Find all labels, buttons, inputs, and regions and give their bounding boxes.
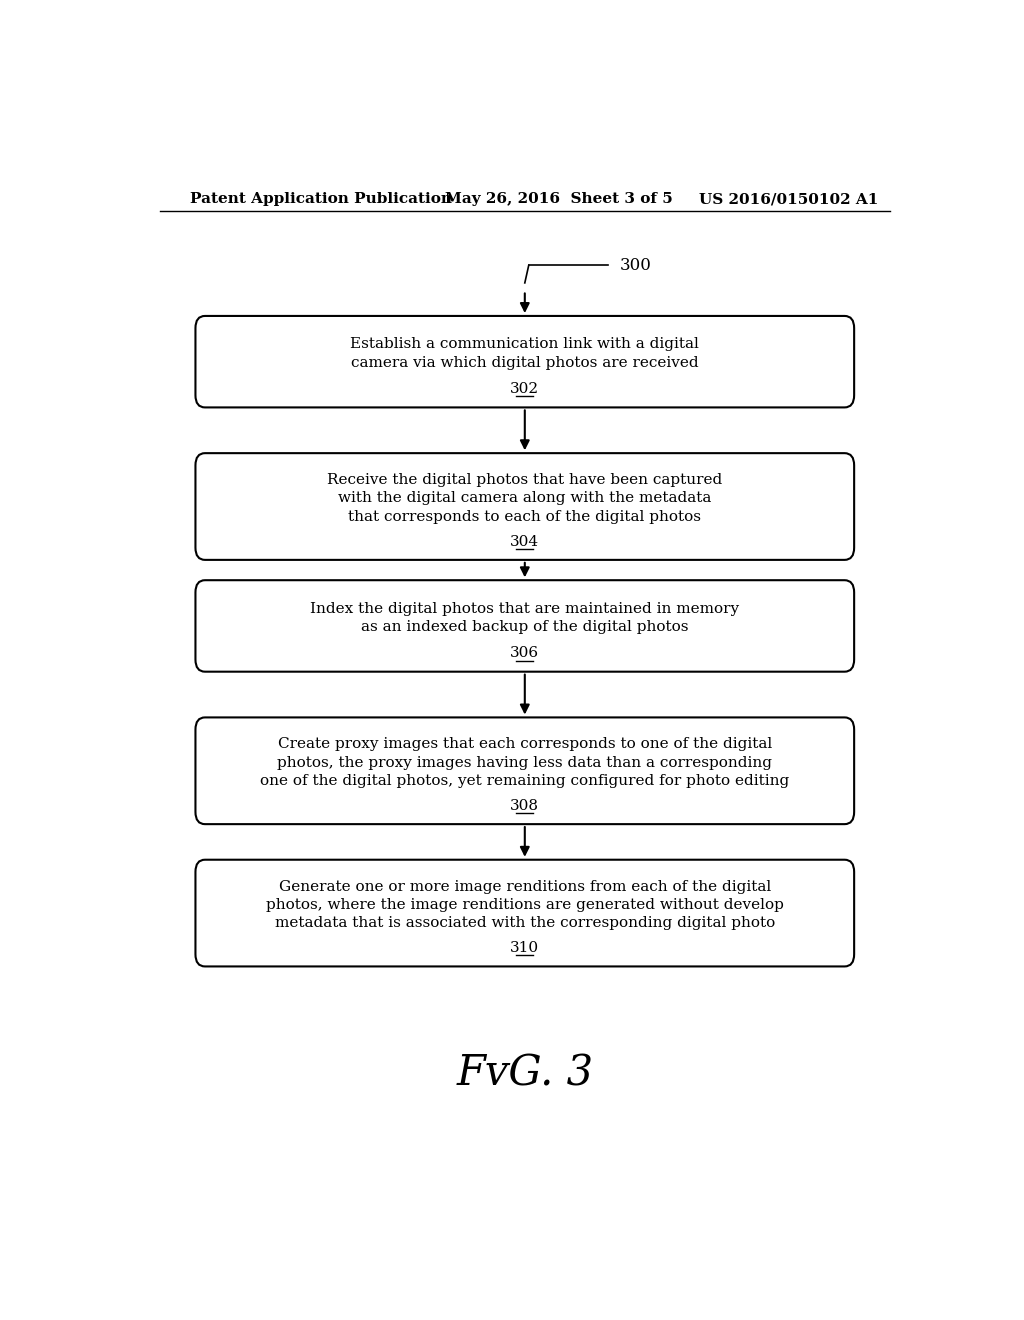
- Text: 302: 302: [510, 381, 540, 396]
- Text: metadata that is associated with the corresponding digital photo: metadata that is associated with the cor…: [274, 916, 775, 931]
- Text: Patent Application Publication: Patent Application Publication: [189, 191, 452, 206]
- Text: Generate one or more image renditions from each of the digital: Generate one or more image renditions fr…: [279, 879, 771, 894]
- FancyBboxPatch shape: [196, 718, 854, 824]
- Text: one of the digital photos, yet remaining configured for photo editing: one of the digital photos, yet remaining…: [260, 774, 790, 788]
- Text: May 26, 2016  Sheet 3 of 5: May 26, 2016 Sheet 3 of 5: [445, 191, 673, 206]
- Text: 304: 304: [510, 535, 540, 549]
- Text: photos, where the image renditions are generated without develop: photos, where the image renditions are g…: [266, 898, 783, 912]
- Text: with the digital camera along with the metadata: with the digital camera along with the m…: [338, 491, 712, 506]
- Text: Index the digital photos that are maintained in memory: Index the digital photos that are mainta…: [310, 602, 739, 615]
- Text: photos, the proxy images having less data than a corresponding: photos, the proxy images having less dat…: [278, 755, 772, 770]
- Text: 306: 306: [510, 647, 540, 660]
- FancyBboxPatch shape: [196, 315, 854, 408]
- Text: Establish a communication link with a digital: Establish a communication link with a di…: [350, 338, 699, 351]
- Text: 308: 308: [510, 799, 540, 813]
- Text: US 2016/0150102 A1: US 2016/0150102 A1: [699, 191, 879, 206]
- Text: Create proxy images that each corresponds to one of the digital: Create proxy images that each correspond…: [278, 738, 772, 751]
- Text: camera via which digital photos are received: camera via which digital photos are rece…: [351, 355, 698, 370]
- Text: 300: 300: [620, 256, 652, 273]
- Text: 310: 310: [510, 941, 540, 956]
- Text: FᴠG. 3: FᴠG. 3: [457, 1052, 593, 1094]
- Text: as an indexed backup of the digital photos: as an indexed backup of the digital phot…: [361, 620, 688, 634]
- FancyBboxPatch shape: [196, 453, 854, 560]
- Text: that corresponds to each of the digital photos: that corresponds to each of the digital …: [348, 510, 701, 524]
- FancyBboxPatch shape: [196, 581, 854, 672]
- FancyBboxPatch shape: [196, 859, 854, 966]
- Text: Receive the digital photos that have been captured: Receive the digital photos that have bee…: [328, 473, 722, 487]
